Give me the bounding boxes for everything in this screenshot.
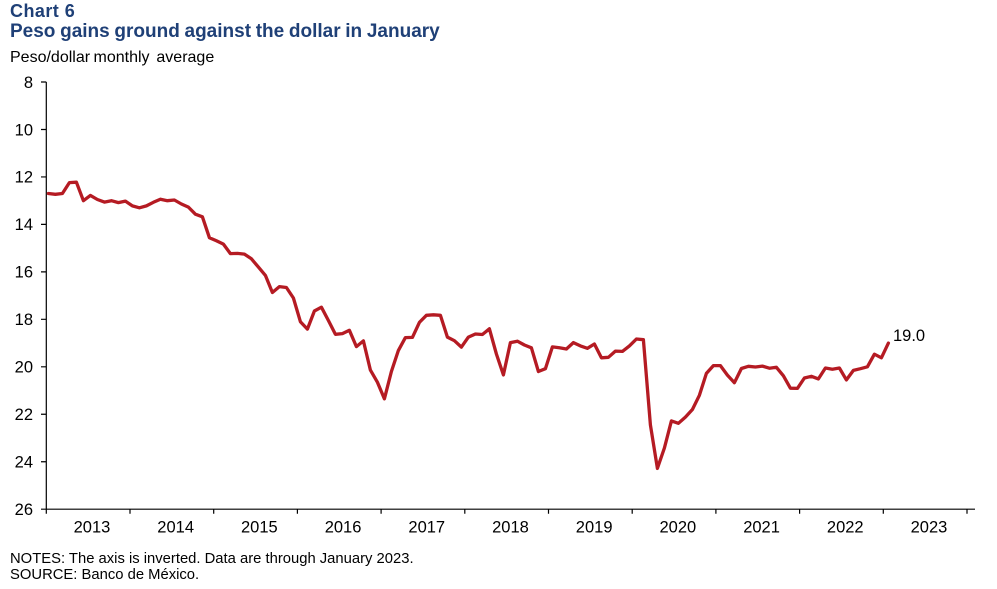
x-tick-label: 2022 [827,519,864,537]
chart-title: Peso gains ground against the dollar in … [10,20,440,42]
y-tick-label: 10 [15,121,33,139]
x-tick-label: 2015 [241,519,278,537]
chart-number: Chart 6 [10,0,76,21]
x-tick-label: 2014 [157,519,194,537]
y-axis-units-label: Peso/dollar monthly average [10,49,215,67]
x-tick-label: 2019 [576,519,613,537]
y-tick-label: 20 [15,359,33,377]
source-line: SOURCE: Banco de México. [10,567,200,584]
y-tick-label: 26 [15,501,33,519]
x-tick-label: 2023 [911,519,948,537]
y-tick-labels: 8 10 12 14 16 18 20 22 24 26 [15,74,33,519]
last-value-label: 19.0 [893,327,925,345]
y-tick-label: 18 [15,311,33,329]
x-tick-label: 2018 [492,519,529,537]
axes [41,81,975,514]
notes-block: NOTES: The axis is inverted. Data are th… [10,551,414,584]
x-tick-label: 2013 [74,519,111,537]
y-tick-label: 12 [15,169,33,187]
notes-line: NOTES: The axis is inverted. Data are th… [10,550,414,567]
data-series: 19.0 [46,180,925,471]
x-tick-label: 2016 [325,519,362,537]
y-tick-label: 24 [15,454,33,472]
x-tick-label: 2020 [659,519,696,537]
y-tick-label: 22 [15,406,33,424]
x-tick-labels: 2013 2014 2015 2016 2017 2018 2019 2020 2021 2022… [74,519,948,537]
y-tick-label: 8 [24,74,33,92]
y-tick-label: 16 [15,264,33,282]
x-tick-label: 2021 [743,519,780,537]
peso-line [46,180,891,471]
x-tick-label: 2017 [408,519,445,537]
y-tick-label: 14 [15,216,33,234]
axis-lines [41,81,975,514]
